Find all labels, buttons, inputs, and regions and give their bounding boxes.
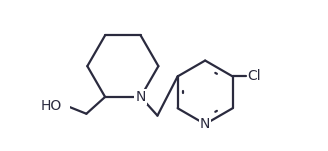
Text: Cl: Cl	[248, 69, 261, 84]
Text: N: N	[135, 90, 146, 104]
Text: N: N	[200, 117, 210, 131]
Text: HO: HO	[41, 99, 62, 113]
